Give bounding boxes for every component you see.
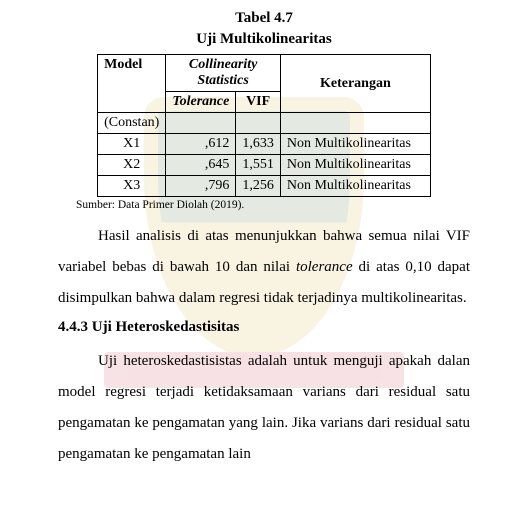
table-number: Tabel 4.7 <box>58 8 470 29</box>
cell-ket: Non Multikolinearitas <box>280 134 430 155</box>
col-model: Model <box>98 55 166 113</box>
table-row: X3 ,796 1,256 Non Multikolinearitas <box>98 176 431 197</box>
table-header-row-1: Model Collinearity Statistics Keterangan <box>98 55 431 92</box>
paragraph-1: Hasil analisis di atas menunjukkan bahwa… <box>58 221 470 313</box>
cell-tol: ,796 <box>166 176 236 197</box>
cell-vif: 1,633 <box>236 134 281 155</box>
cell-label: X3 <box>98 176 166 197</box>
table-row: X2 ,645 1,551 Non Multikolinearitas <box>98 155 431 176</box>
cell-vif: 1,256 <box>236 176 281 197</box>
col-vif: VIF <box>236 92 281 113</box>
col-collinearity-l1: Collinearity <box>172 57 274 73</box>
table-title: Uji Multikolinearitas <box>58 29 470 50</box>
table-row: (Constan) <box>98 113 431 134</box>
col-tolerance: Tolerance <box>166 92 236 113</box>
cell-ket: Non Multikolinearitas <box>280 155 430 176</box>
section-heading: 4.4.3 Uji Heteroskedastisitas <box>58 319 470 336</box>
col-keterangan: Keterangan <box>280 55 430 113</box>
col-collinearity: Collinearity Statistics <box>166 55 281 92</box>
col-collinearity-l2: Statistics <box>172 73 274 89</box>
cell-tol <box>166 113 236 134</box>
paragraph-2: Uji heteroskedastisistas adalah untuk me… <box>58 346 470 469</box>
table-source: Sumber: Data Primer Diolah (2019). <box>76 199 470 211</box>
document-body: Tabel 4.7 Uji Multikolinearitas Model Co… <box>58 8 470 469</box>
cell-label: X1 <box>98 134 166 155</box>
cell-ket: Non Multikolinearitas <box>280 176 430 197</box>
cell-label: (Constan) <box>98 113 166 134</box>
cell-vif: 1,551 <box>236 155 281 176</box>
cell-tol: ,645 <box>166 155 236 176</box>
cell-tol: ,612 <box>166 134 236 155</box>
cell-vif <box>236 113 281 134</box>
cell-ket <box>280 113 430 134</box>
cell-label: X2 <box>98 155 166 176</box>
table-row: X1 ,612 1,633 Non Multikolinearitas <box>98 134 431 155</box>
multicollinearity-table: Model Collinearity Statistics Keterangan… <box>97 54 431 197</box>
para1-i1: tolerance <box>296 259 353 275</box>
